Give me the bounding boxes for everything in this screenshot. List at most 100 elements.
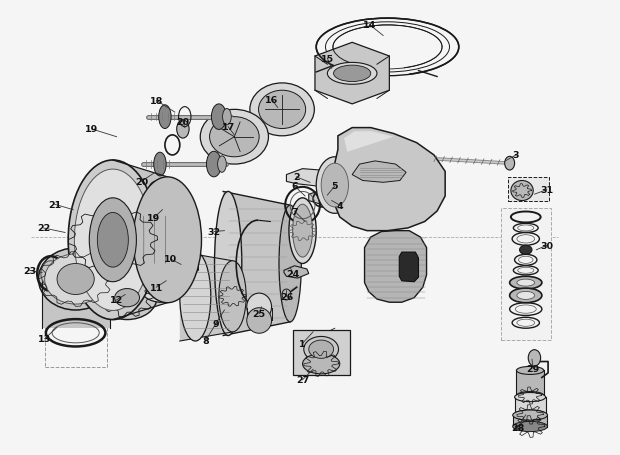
Ellipse shape <box>97 276 157 320</box>
Ellipse shape <box>334 66 371 82</box>
Polygon shape <box>399 253 419 282</box>
Ellipse shape <box>159 106 171 129</box>
Polygon shape <box>365 231 427 303</box>
Ellipse shape <box>510 277 542 289</box>
Text: 17: 17 <box>221 123 235 132</box>
Text: 18: 18 <box>149 96 163 106</box>
Bar <box>508 177 549 201</box>
Text: 4: 4 <box>337 201 343 210</box>
Ellipse shape <box>133 177 202 303</box>
Ellipse shape <box>304 337 339 362</box>
Ellipse shape <box>515 410 546 419</box>
Polygon shape <box>223 192 290 336</box>
Ellipse shape <box>282 289 291 300</box>
Text: 10: 10 <box>164 255 177 264</box>
Text: 21: 21 <box>48 200 61 209</box>
Ellipse shape <box>250 84 314 136</box>
Bar <box>293 330 350 375</box>
Text: 2: 2 <box>293 173 299 182</box>
Ellipse shape <box>210 117 259 157</box>
Ellipse shape <box>177 121 189 139</box>
Ellipse shape <box>321 164 348 207</box>
Text: 14: 14 <box>363 21 376 30</box>
Text: 25: 25 <box>252 309 266 318</box>
Ellipse shape <box>309 340 334 359</box>
Text: 24: 24 <box>286 269 299 278</box>
Ellipse shape <box>68 161 157 320</box>
Ellipse shape <box>515 393 546 402</box>
Ellipse shape <box>289 198 316 264</box>
Ellipse shape <box>520 246 532 255</box>
Ellipse shape <box>259 91 306 129</box>
Polygon shape <box>309 190 340 206</box>
Text: 32: 32 <box>207 228 221 237</box>
Polygon shape <box>516 370 544 395</box>
Ellipse shape <box>247 293 272 321</box>
Text: 3: 3 <box>513 151 519 160</box>
Ellipse shape <box>293 205 312 258</box>
Text: 30: 30 <box>541 241 553 250</box>
Text: 1: 1 <box>299 339 306 348</box>
Polygon shape <box>335 128 445 231</box>
Text: 23: 23 <box>23 266 37 275</box>
Polygon shape <box>42 281 110 329</box>
Text: 9: 9 <box>213 319 219 329</box>
Text: 12: 12 <box>110 296 123 305</box>
Text: 29: 29 <box>526 364 540 373</box>
Ellipse shape <box>516 367 544 374</box>
Text: 11: 11 <box>149 283 163 292</box>
Ellipse shape <box>517 279 534 287</box>
Polygon shape <box>180 252 232 341</box>
Text: 16: 16 <box>265 96 278 105</box>
Text: 15: 15 <box>321 55 334 64</box>
Polygon shape <box>515 397 546 415</box>
Ellipse shape <box>215 192 242 336</box>
Ellipse shape <box>89 198 136 282</box>
Ellipse shape <box>57 264 94 295</box>
Ellipse shape <box>223 109 231 126</box>
Polygon shape <box>113 161 167 320</box>
Text: 28: 28 <box>511 423 525 432</box>
Polygon shape <box>315 43 389 105</box>
Ellipse shape <box>74 170 151 311</box>
Polygon shape <box>352 162 406 183</box>
Polygon shape <box>172 260 198 275</box>
Text: 8: 8 <box>203 336 209 345</box>
Text: 27: 27 <box>296 375 309 384</box>
Ellipse shape <box>513 421 547 432</box>
Text: 20: 20 <box>176 117 190 126</box>
Ellipse shape <box>45 254 107 304</box>
Ellipse shape <box>528 350 541 366</box>
Text: 19: 19 <box>147 214 161 223</box>
Ellipse shape <box>115 289 140 307</box>
Ellipse shape <box>219 261 246 332</box>
Bar <box>45 268 107 368</box>
Ellipse shape <box>97 213 128 268</box>
Polygon shape <box>286 169 366 190</box>
Ellipse shape <box>200 110 268 165</box>
Ellipse shape <box>510 288 542 303</box>
Text: 19: 19 <box>85 125 99 134</box>
Ellipse shape <box>206 152 221 177</box>
Ellipse shape <box>316 157 353 214</box>
Ellipse shape <box>180 252 211 341</box>
Polygon shape <box>344 132 394 152</box>
Text: 6: 6 <box>291 182 298 191</box>
Ellipse shape <box>247 308 272 334</box>
Ellipse shape <box>140 271 183 303</box>
Ellipse shape <box>516 392 544 399</box>
Text: 22: 22 <box>37 224 50 233</box>
Polygon shape <box>284 266 309 278</box>
Ellipse shape <box>517 292 534 300</box>
Text: 7: 7 <box>291 207 298 216</box>
Ellipse shape <box>327 63 377 85</box>
Ellipse shape <box>38 248 113 310</box>
Text: 31: 31 <box>540 186 554 195</box>
Ellipse shape <box>279 206 301 322</box>
Ellipse shape <box>505 157 515 171</box>
Polygon shape <box>247 308 272 321</box>
Text: 20: 20 <box>135 177 148 187</box>
Ellipse shape <box>154 153 166 177</box>
Ellipse shape <box>303 354 340 374</box>
Bar <box>501 208 551 340</box>
